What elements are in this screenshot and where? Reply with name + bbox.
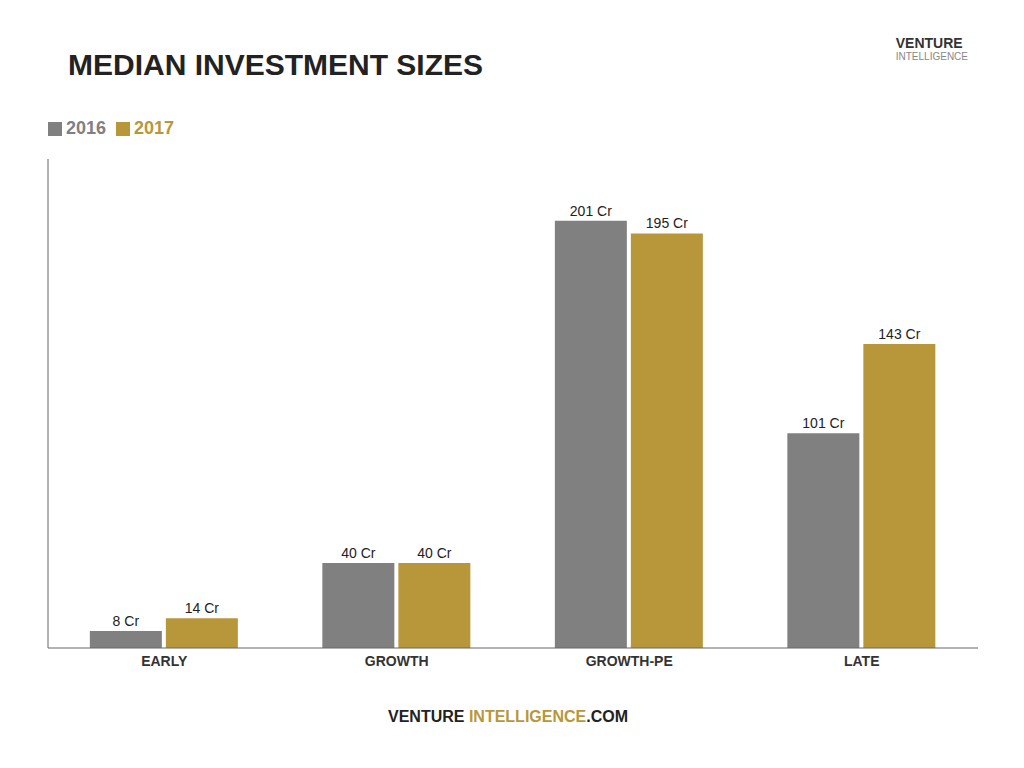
svg-text:GROWTH: GROWTH	[365, 653, 429, 669]
svg-text:40 Cr: 40 Cr	[341, 545, 376, 561]
svg-text:14 Cr: 14 Cr	[185, 600, 220, 616]
html-text:VENTURE INTELLIGENCE.COM: VENTURE INTELLIGENCE.COM	[388, 708, 628, 725]
svg-text:40 Cr: 40 Cr	[417, 545, 452, 561]
svg-text:201 Cr: 201 Cr	[570, 203, 612, 219]
html-text:2016: 2016	[66, 118, 106, 138]
svg-text:195 Cr: 195 Cr	[646, 215, 688, 231]
html-text:INTELLIGENCE: INTELLIGENCE	[895, 50, 968, 62]
svg-text:143 Cr: 143 Cr	[878, 326, 920, 342]
html-text:MEDIAN INVESTMENT SIZES: MEDIAN INVESTMENT SIZES	[68, 48, 483, 81]
svg-text:8 Cr: 8 Cr	[113, 613, 140, 629]
html-text:VENTURE: VENTURE	[895, 34, 963, 51]
svg-text:101 Cr: 101 Cr	[802, 415, 844, 431]
svg-text:EARLY: EARLY	[141, 653, 188, 669]
svg-text:LATE: LATE	[844, 653, 880, 669]
svg-text:GROWTH-PE: GROWTH-PE	[586, 653, 673, 669]
html-text:2017: 2017	[134, 118, 175, 138]
